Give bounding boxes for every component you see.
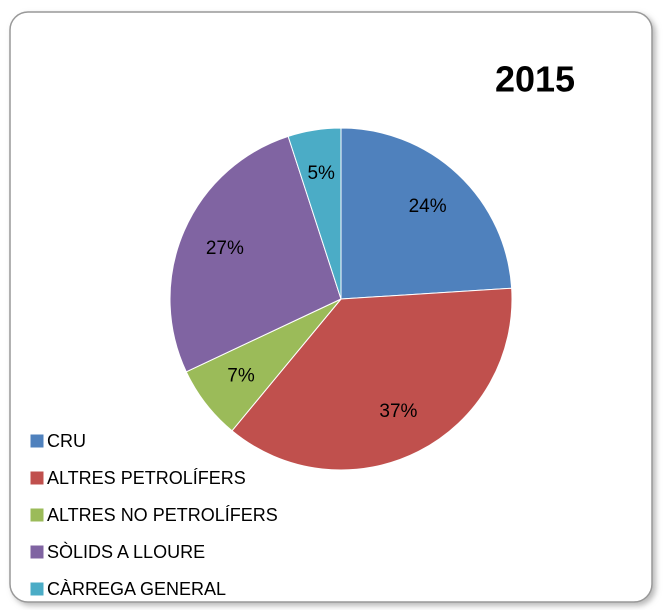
data-label: 37% bbox=[379, 401, 417, 422]
pie-slice bbox=[340, 127, 513, 300]
pie-slice bbox=[287, 127, 342, 300]
data-label: 7% bbox=[227, 366, 255, 387]
legend-swatch bbox=[29, 507, 45, 523]
data-label: 5% bbox=[307, 163, 335, 184]
legend-label: ALTRES PETROLÍFERS bbox=[47, 468, 246, 488]
legend-swatch bbox=[29, 433, 45, 449]
pie-slice bbox=[231, 287, 513, 471]
legend-swatch bbox=[29, 544, 45, 560]
data-label: 24% bbox=[409, 196, 447, 217]
chart-title: 2015 bbox=[495, 59, 575, 100]
data-label: 27% bbox=[206, 238, 244, 259]
pie: 24% 37% 7% 27% 5% bbox=[169, 127, 513, 471]
legend-label: CÀRREGA GENERAL bbox=[47, 579, 226, 599]
legend-label: CRU bbox=[47, 431, 86, 451]
legend: CRU ALTRES PETROLÍFERS ALTRES NO PETROLÍFE… bbox=[29, 431, 278, 599]
legend-label: SÒLIDS A LLOURE bbox=[47, 541, 205, 562]
legend-label: ALTRES NO PETROLÍFERS bbox=[47, 505, 278, 525]
pie-slice bbox=[169, 135, 342, 373]
legend-swatch bbox=[29, 470, 45, 486]
legend-swatch bbox=[29, 581, 45, 597]
